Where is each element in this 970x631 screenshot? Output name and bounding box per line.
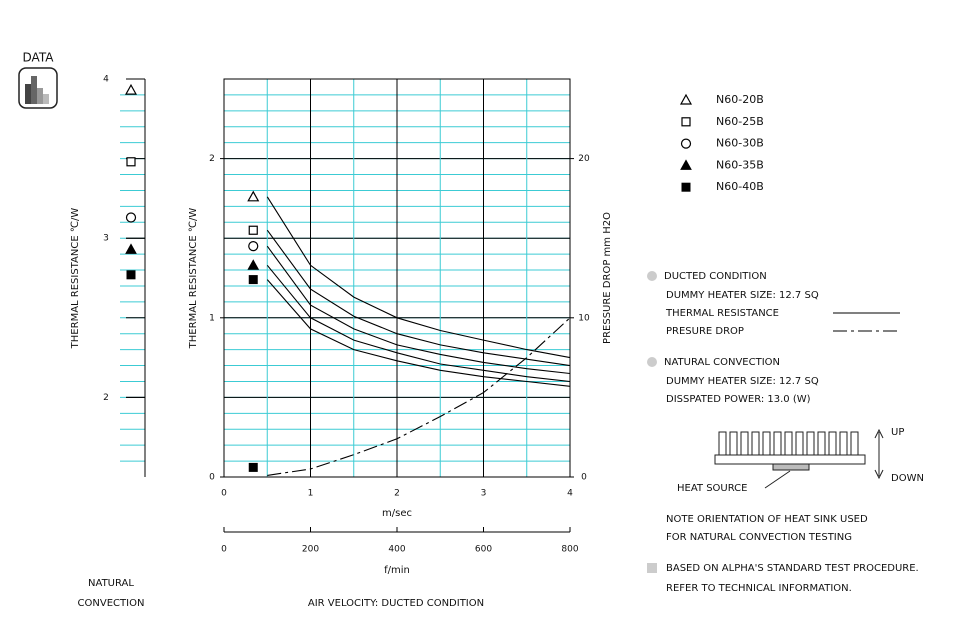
marker — [126, 270, 136, 280]
marker — [125, 243, 137, 254]
x2-tick-label: 800 — [561, 545, 578, 555]
marker — [125, 212, 137, 223]
y2-tick-label: 0 — [581, 473, 587, 483]
y-tick-label: 1 — [209, 313, 215, 323]
marker — [247, 190, 260, 202]
marker — [248, 462, 258, 472]
note-text: UP — [891, 427, 904, 438]
series-line — [267, 317, 571, 476]
note-text: DUCTED CONDITION — [664, 271, 767, 282]
plot-frame — [223, 78, 571, 478]
legend-label: N60-20B — [716, 93, 764, 106]
marker — [248, 275, 258, 285]
heat-sink-diagram — [714, 428, 884, 489]
marker — [248, 225, 258, 235]
y-tick-label: 0 — [209, 473, 215, 483]
note-text: REFER TO TECHNICAL INFORMATION. — [666, 583, 852, 594]
x2-tick-label: 400 — [388, 545, 405, 555]
note-text: DUMMY HEATER SIZE: 12.7 SQ — [666, 376, 819, 387]
y2-axis-label: PRESSURE DROP mm H2O — [602, 212, 613, 344]
x-axis-label: m/sec — [382, 508, 412, 519]
note-text: NATURAL CONVECTION — [664, 357, 780, 368]
note-text: FOR NATURAL CONVECTION TESTING — [666, 532, 852, 543]
note-text: HEAT SOURCE — [677, 483, 747, 494]
bullet — [647, 271, 657, 281]
marker — [680, 138, 692, 149]
note-text: PRESURE DROP — [666, 326, 744, 337]
series-line — [266, 245, 571, 375]
series-line — [266, 279, 571, 387]
x-axis-label: CONVECTION — [78, 598, 145, 609]
footer: AIR VELOCITY: DUCTED CONDITION — [308, 598, 484, 609]
y2-tick-label: 20 — [578, 154, 590, 164]
x-tick-label: 3 — [481, 489, 487, 499]
marker — [679, 93, 693, 105]
legend-label: N60-40B — [716, 180, 764, 193]
legend-label: N60-35B — [716, 158, 764, 171]
marker — [126, 157, 136, 167]
marker — [247, 259, 260, 270]
x2-tick-label: 600 — [475, 545, 492, 555]
bullet — [647, 357, 657, 367]
note-text: BASED ON ALPHA'S STANDARD TEST PROCEDURE… — [666, 563, 919, 574]
y-tick-label: 3 — [103, 234, 109, 244]
y-tick-label: 2 — [103, 393, 109, 403]
marker — [681, 117, 691, 127]
series-line — [266, 229, 571, 367]
bullet — [647, 563, 657, 573]
x2-axis-label: f/min — [384, 565, 410, 576]
x-axis-label: NATURAL — [88, 578, 134, 589]
y-tick-label: 2 — [209, 154, 215, 164]
note-text: THERMAL RESISTANCE — [665, 308, 779, 319]
y-axis-label: THERMAL RESISTANCE ℃/W — [188, 208, 199, 350]
marker — [248, 241, 259, 252]
note-text: DUMMY HEATER SIZE: 12.7 SQ — [666, 290, 819, 301]
x-tick-label: 4 — [567, 489, 573, 499]
x-tick-label: 1 — [308, 489, 314, 499]
y-axis-label: THERMAL RESISTANCE ℃/W — [70, 208, 81, 350]
note-text: DISSPATED POWER: 13.0 (W) — [666, 394, 811, 405]
x2-tick-label: 200 — [302, 545, 319, 555]
data-icon — [18, 67, 58, 109]
legend-label: N60-25B — [716, 115, 764, 128]
series-line — [266, 264, 571, 383]
x-tick-label: 2 — [394, 489, 400, 499]
x2-tick-label: 0 — [221, 545, 227, 555]
y2-tick-label: 10 — [578, 313, 590, 323]
data-label: DATA — [23, 51, 55, 65]
note-text: NOTE ORIENTATION OF HEAT SINK USED — [666, 514, 868, 525]
y-tick-label: 4 — [103, 75, 109, 85]
marker — [680, 159, 692, 170]
series-line — [266, 196, 571, 359]
x-tick-label: 0 — [221, 489, 227, 499]
note-text: DOWN — [891, 473, 924, 484]
legend-label: N60-30B — [716, 137, 764, 150]
marker — [681, 182, 691, 192]
marker — [124, 83, 138, 95]
